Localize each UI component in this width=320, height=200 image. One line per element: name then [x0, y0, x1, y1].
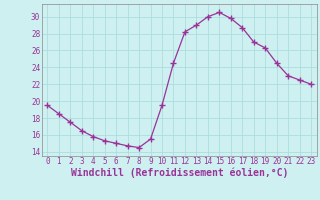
X-axis label: Windchill (Refroidissement éolien,°C): Windchill (Refroidissement éolien,°C)	[70, 168, 288, 178]
